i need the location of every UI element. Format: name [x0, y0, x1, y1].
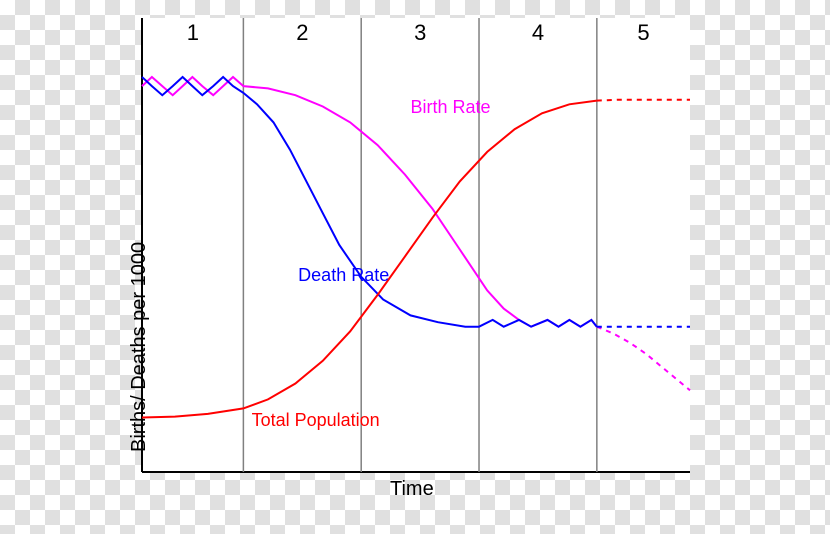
- total_population-line-dashed: [597, 100, 690, 101]
- stage-number: 1: [187, 20, 199, 46]
- birth_rate-line: [142, 77, 597, 327]
- chart-svg: [142, 18, 690, 472]
- stage-number: 2: [296, 20, 308, 46]
- stage-number: 4: [532, 20, 544, 46]
- total_population-label: Total Population: [252, 410, 380, 431]
- stage-number: 3: [414, 20, 426, 46]
- birth_rate-line-dashed: [597, 327, 690, 391]
- y-axis-label: Births/ Deaths per 1000: [128, 242, 151, 452]
- chart-plot-area: [142, 18, 690, 472]
- x-axis-label: Time: [390, 478, 434, 501]
- birth_rate-label: Birth Rate: [411, 97, 491, 118]
- death_rate-label: Death Rate: [298, 265, 389, 286]
- stage-number: 5: [637, 20, 649, 46]
- total_population-line: [142, 101, 597, 418]
- death_rate-line: [142, 77, 597, 327]
